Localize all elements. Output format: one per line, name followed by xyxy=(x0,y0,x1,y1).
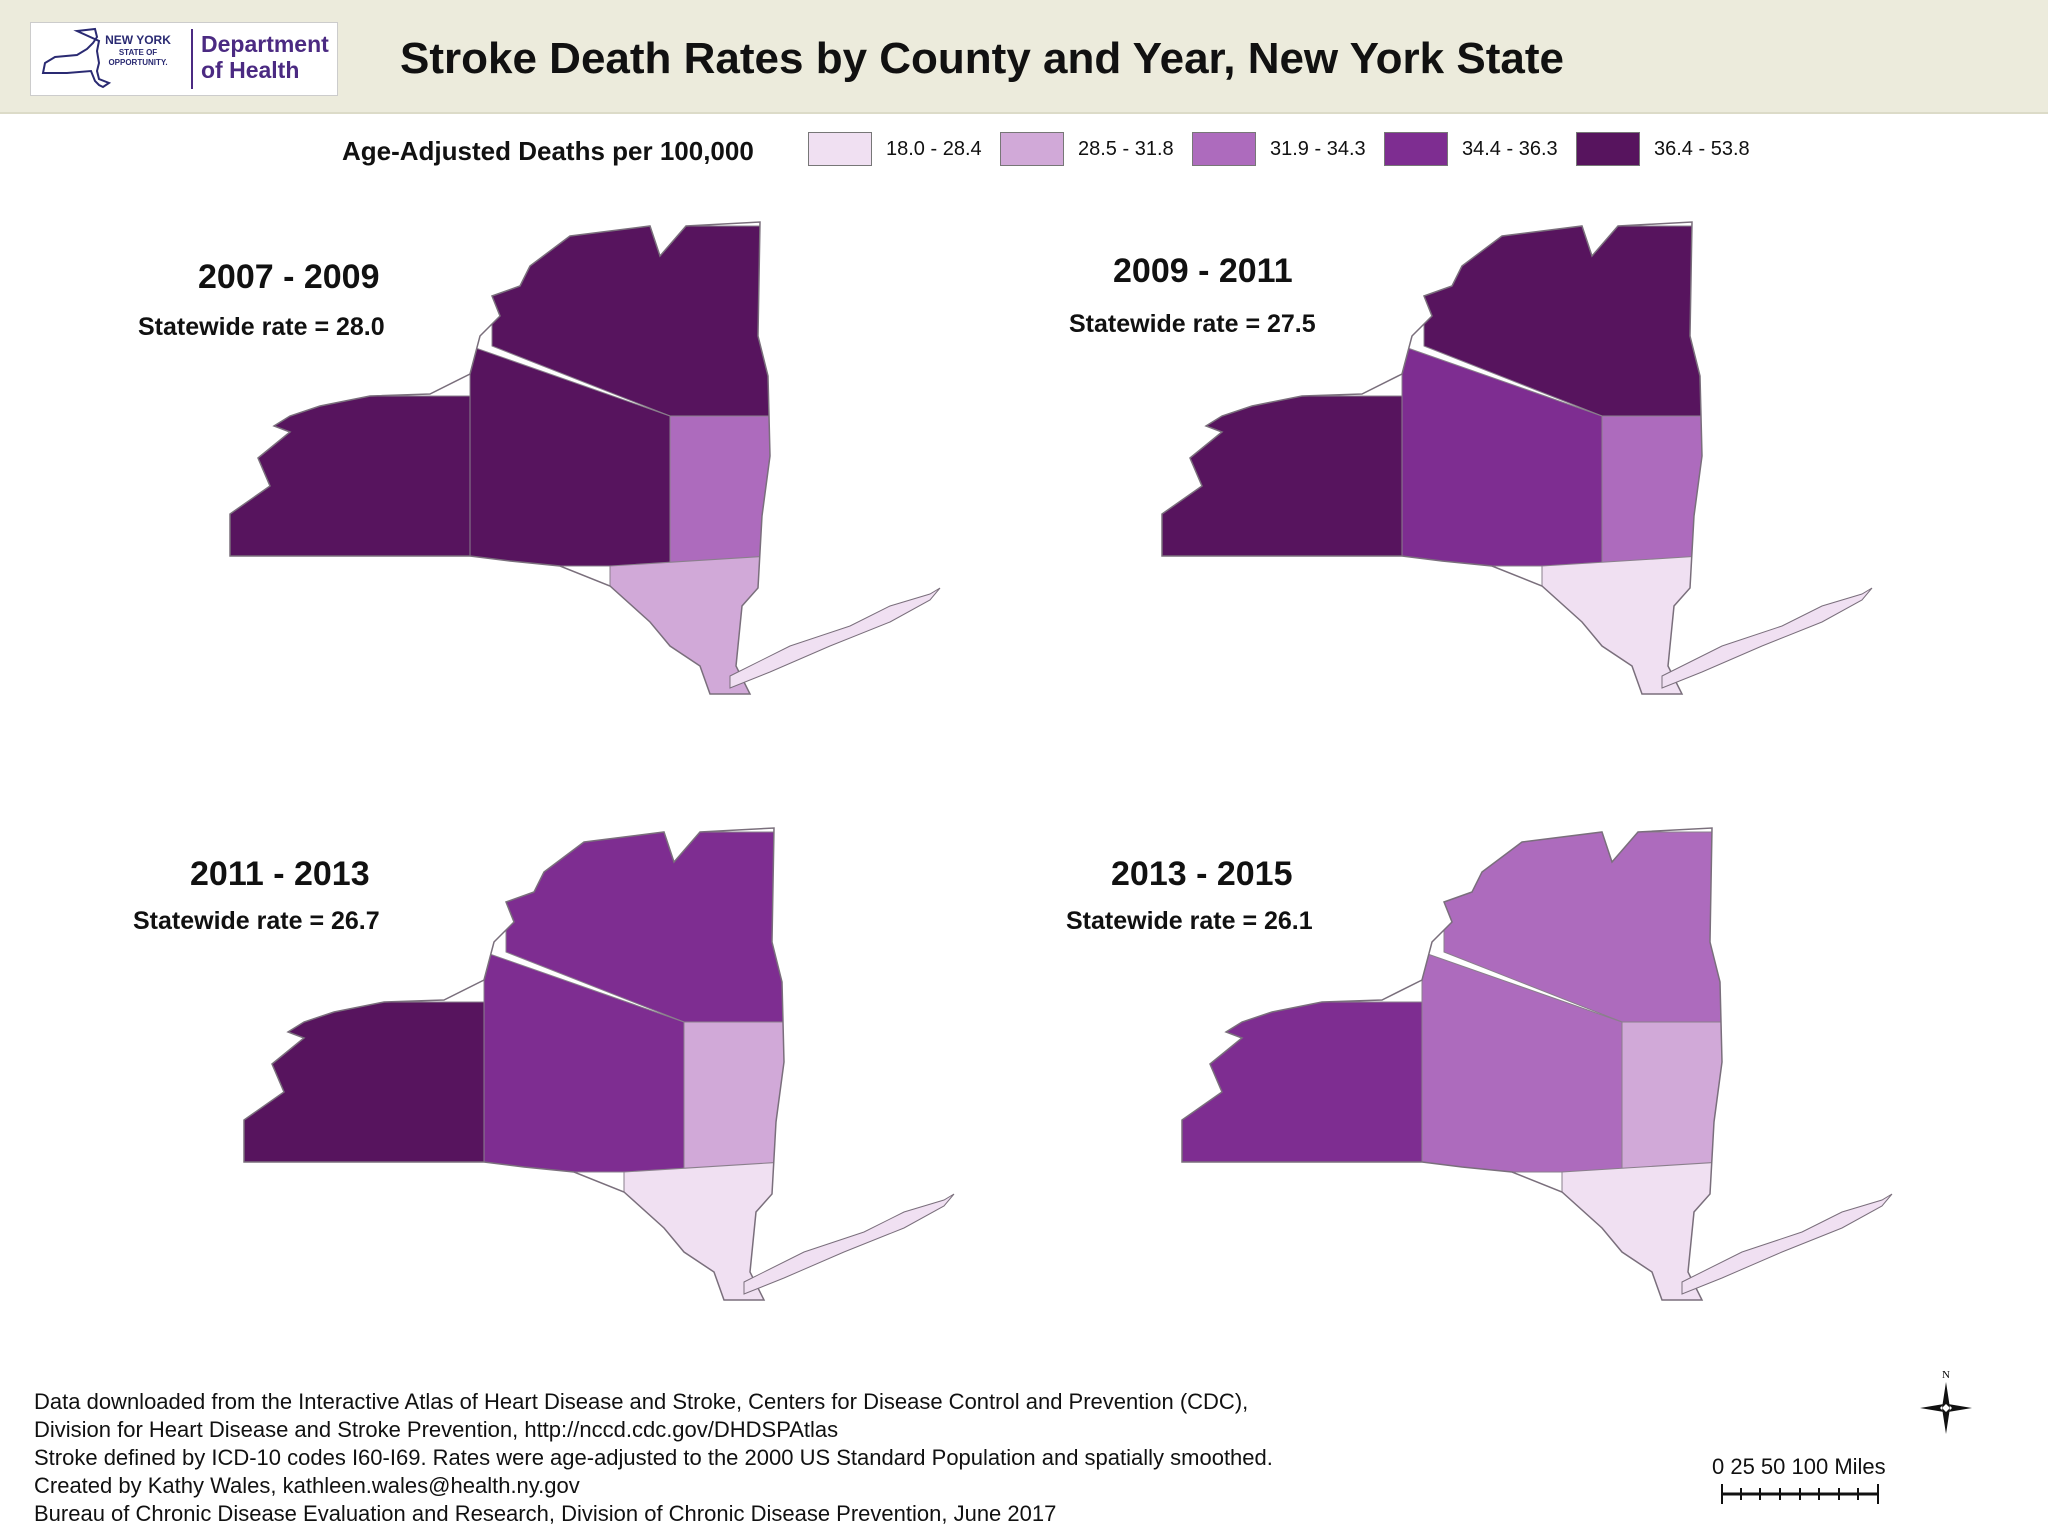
map-region-hudson-valley xyxy=(623,1161,784,1300)
note-line-5: Bureau of Chronic Disease Evaluation and… xyxy=(34,1501,1057,1526)
legend-label-class-4: 34.4 - 36.3 xyxy=(1462,138,1558,160)
scale-labels: 0 25 50 100 Miles xyxy=(1712,1454,1886,1479)
map-period-2009-2011: 2009 - 2011 xyxy=(1113,252,1293,290)
page-title: Stroke Death Rates by County and Year, N… xyxy=(400,34,1564,83)
map-2007-2009 xyxy=(190,186,970,746)
state-outline xyxy=(1161,221,1703,695)
long-island xyxy=(1681,1193,1893,1295)
map-region-western-ny xyxy=(1182,1001,1423,1173)
note-line-2: Division for Heart Disease and Stroke Pr… xyxy=(34,1417,839,1442)
map-2013-2015 xyxy=(1142,792,1922,1352)
legend-label-class-5: 36.4 - 53.8 xyxy=(1654,138,1750,160)
long-island xyxy=(743,1193,955,1295)
map-rate-2013-2015: Statewide rate = 26.1 xyxy=(1066,907,1313,935)
map-region-western-ny xyxy=(230,395,471,567)
long-island xyxy=(1661,587,1873,689)
map-period-2013-2015: 2013 - 2015 xyxy=(1111,855,1293,893)
legend-label-class-1: 18.0 - 28.4 xyxy=(886,138,982,160)
map-rate-2007-2009: Statewide rate = 28.0 xyxy=(138,313,385,341)
logo-state-text: NEW YORK xyxy=(105,33,171,47)
legend-swatch-class-5 xyxy=(1576,132,1640,166)
scale-bar xyxy=(1721,1484,1879,1504)
legend-title: Age-Adjusted Deaths per 100,000 xyxy=(342,136,754,166)
note-line-1: Data downloaded from the Interactive Atl… xyxy=(34,1389,1249,1414)
map-region-capital-region xyxy=(1601,415,1702,567)
state-outline xyxy=(1181,827,1723,1301)
map-region-hudson-valley xyxy=(1541,555,1702,694)
map-rate-2011-2013: Statewide rate = 26.7 xyxy=(133,907,380,935)
ny-state-outline-icon xyxy=(41,27,112,89)
legend-swatch-class-2 xyxy=(1000,132,1064,166)
logo-state-subtext-2: OPPORTUNITY. xyxy=(108,58,168,67)
note-line-4: Created by Kathy Wales, kathleen.wales@h… xyxy=(34,1473,580,1498)
nys-doh-logo: NEW YORK STATE OF OPPORTUNITY. Departmen… xyxy=(30,22,338,96)
map-period-2011-2013: 2011 - 2013 xyxy=(190,855,370,893)
long-island xyxy=(729,587,941,689)
note-line-3: Stroke defined by ICD-10 codes I60-I69. … xyxy=(34,1445,1273,1470)
logo-dept-line1: Department xyxy=(201,31,329,57)
map-region-western-ny xyxy=(244,1001,485,1173)
legend-swatch-class-4 xyxy=(1384,132,1448,166)
header-bar: NEW YORK STATE OF OPPORTUNITY. Departmen… xyxy=(0,0,2048,114)
state-outline xyxy=(243,827,785,1301)
logo-dept-line2: of Health xyxy=(201,57,300,83)
north-label: N xyxy=(1942,1369,1950,1381)
logo-divider xyxy=(191,29,193,89)
legend-label-class-3: 31.9 - 34.3 xyxy=(1270,138,1366,160)
map-region-capital-region xyxy=(669,415,770,567)
north-arrow-icon: N xyxy=(1920,1369,1972,1434)
state-outline xyxy=(229,221,771,695)
map-region-capital-region xyxy=(683,1021,784,1173)
map-region-western-ny xyxy=(1162,395,1403,567)
legend-swatch-class-1 xyxy=(808,132,872,166)
map-region-capital-region xyxy=(1621,1021,1722,1173)
legend-label-class-2: 28.5 - 31.8 xyxy=(1078,138,1174,160)
map-rate-2009-2011: Statewide rate = 27.5 xyxy=(1069,310,1316,338)
map-2009-2011 xyxy=(1122,186,1902,746)
source-notes: Data downloaded from the Interactive Atl… xyxy=(34,1388,1273,1528)
map-2011-2013 xyxy=(204,792,984,1352)
map-period-2007-2009: 2007 - 2009 xyxy=(198,258,380,296)
map-region-hudson-valley xyxy=(1561,1161,1722,1300)
legend-swatch-class-3 xyxy=(1192,132,1256,166)
logo-department-text: Department of Health xyxy=(201,31,329,83)
map-region-hudson-valley xyxy=(609,555,770,694)
logo-state-subtext: STATE OF xyxy=(118,48,158,57)
